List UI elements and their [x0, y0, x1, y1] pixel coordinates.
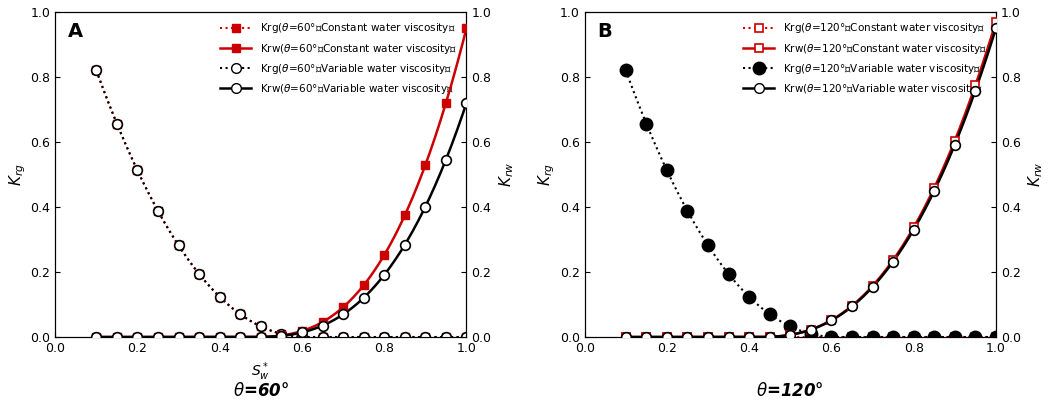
Y-axis label: $K_{rw}$: $K_{rw}$: [497, 162, 515, 187]
Y-axis label: $K_{rw}$: $K_{rw}$: [1027, 162, 1045, 187]
Y-axis label: $K_{rg}$: $K_{rg}$: [537, 163, 557, 186]
Text: B: B: [596, 22, 612, 41]
Legend: Krg($\theta$=60°，Constant water viscosity）, Krw($\theta$=60°，Constant water visc: Krg($\theta$=60°，Constant water viscosit…: [216, 17, 461, 100]
Legend: Krg($\theta$=120°，Constant water viscosity）, Krw($\theta$=120°，Constant water vi: Krg($\theta$=120°，Constant water viscosi…: [739, 17, 991, 100]
Text: $\theta$=60°: $\theta$=60°: [232, 381, 289, 399]
Text: A: A: [67, 22, 83, 41]
Y-axis label: $K_{rg}$: $K_{rg}$: [7, 163, 27, 186]
X-axis label: $S_w^*$: $S_w^*$: [251, 360, 270, 383]
Text: $\theta$=120°: $\theta$=120°: [756, 381, 824, 399]
